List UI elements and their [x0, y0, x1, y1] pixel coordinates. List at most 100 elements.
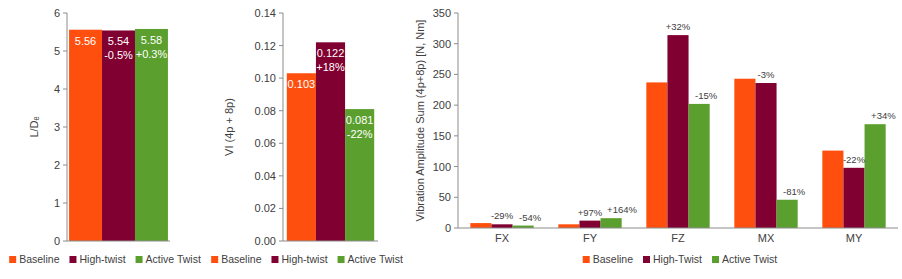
legend-label: Active Twist	[146, 253, 201, 265]
legend-swatch	[338, 256, 345, 263]
y-tick	[63, 127, 67, 128]
y-tick-label: 4	[54, 83, 60, 95]
annotation: -22%	[843, 154, 866, 165]
bar	[69, 30, 102, 241]
legend-label: Baseline	[593, 253, 633, 265]
y-axis-title: L/Dₑ	[28, 116, 40, 137]
bar	[667, 35, 688, 228]
y-tick-label: 100	[433, 161, 451, 173]
y-tick	[454, 197, 458, 198]
bars	[69, 29, 168, 241]
data-label: 5.56	[75, 35, 96, 47]
y-tick-label: 0.00	[255, 235, 276, 247]
y-tick	[279, 175, 283, 176]
annotation: +32%	[666, 21, 691, 32]
y-tick-label: 1	[54, 197, 60, 209]
y-tick	[454, 105, 458, 106]
data-label: 5.54	[108, 35, 129, 47]
bar	[689, 104, 710, 228]
bar	[287, 73, 316, 241]
bar	[646, 82, 667, 228]
bar	[734, 79, 755, 228]
y-tick	[63, 165, 67, 166]
legend-swatch	[583, 256, 590, 263]
labels: 5.56 5.54 -0.5% 5.58 +0.3%	[75, 34, 168, 62]
y-axis-title: Vibration Amplitude Sum (4p+8p) [N, Nm]	[414, 20, 426, 222]
annotation: -29%	[491, 210, 514, 221]
y-tick	[454, 13, 458, 14]
legend-swatch	[211, 256, 218, 263]
x-tick-label: MX	[758, 232, 775, 244]
y-tick-label: 250	[433, 68, 451, 80]
x-axis	[458, 228, 898, 229]
annotation: -22%	[347, 128, 373, 140]
data-label: 0.081	[346, 114, 374, 126]
annotation: +34%	[871, 110, 896, 121]
legend-swatch	[643, 256, 650, 263]
y-tick-label: 0.04	[255, 170, 276, 182]
bar	[345, 109, 374, 241]
y-axis-title: VI (4p + 8p)	[223, 98, 235, 156]
y-tick-label: 0.10	[255, 72, 276, 84]
bar	[601, 218, 622, 228]
bar	[579, 221, 600, 228]
data-label: 5.58	[141, 34, 162, 46]
y-tick	[454, 43, 458, 44]
y-axis	[458, 13, 459, 228]
y-tick-label: 0	[54, 235, 60, 247]
annotation: -54%	[519, 212, 542, 223]
panel: -29%+97%+32%-3%-22%-54%+164%-15%-81%+34%…	[414, 7, 898, 265]
annotation: -0.5%	[104, 49, 133, 61]
legend-swatch	[9, 256, 16, 263]
annotation: +0.3%	[136, 48, 168, 60]
y-axis	[283, 13, 284, 241]
x-axis	[67, 241, 170, 242]
y-tick-label: 0	[445, 222, 451, 234]
legend-label: High-Twist	[653, 253, 702, 265]
bars	[287, 42, 374, 241]
bar	[822, 151, 843, 228]
bar	[491, 224, 512, 228]
legend-label: Baseline	[221, 253, 261, 265]
y-tick-label: 5	[54, 45, 60, 57]
y-tick-label: 2	[54, 159, 60, 171]
legend-label: Baseline	[19, 253, 59, 265]
y-tick-label: 0.06	[255, 137, 276, 149]
y-tick-label: 0.14	[255, 7, 276, 19]
legend-swatch	[69, 256, 76, 263]
y-tick-label: 50	[439, 191, 451, 203]
legend-label: High-twist	[281, 253, 327, 265]
x-tick-label: FX	[495, 232, 510, 244]
y-tick	[454, 74, 458, 75]
annotation: +97%	[578, 207, 603, 218]
legend: BaselineHigh-TwistActive Twist	[583, 253, 778, 265]
bar	[135, 29, 168, 241]
annotation: -3%	[758, 69, 775, 80]
bars	[470, 35, 885, 228]
data-label: 0.122	[317, 47, 345, 59]
y-tick	[279, 208, 283, 209]
y-tick-label: 0.08	[255, 105, 276, 117]
bar	[865, 124, 886, 228]
y-tick-label: 6	[54, 7, 60, 19]
bar	[777, 200, 798, 228]
y-tick	[63, 51, 67, 52]
y-tick	[63, 13, 67, 14]
y-tick	[279, 241, 283, 242]
y-tick	[279, 78, 283, 79]
y-tick-label: 300	[433, 38, 451, 50]
y-tick-label: 350	[433, 7, 451, 19]
bar	[843, 168, 864, 228]
y-tick	[63, 203, 67, 204]
legend-swatch	[271, 256, 278, 263]
legend: BaselineHigh-twistActive Twist	[211, 253, 403, 265]
annotation: +164%	[607, 204, 637, 215]
labels: 0.1030.122+18%0.081-22%	[288, 47, 374, 140]
x-tick-label: FY	[583, 232, 598, 244]
y-tick-label: 200	[433, 99, 451, 111]
y-tick-label: 0.12	[255, 40, 276, 52]
y-tick	[279, 143, 283, 144]
data-label: 0.103	[288, 78, 316, 90]
y-tick	[279, 13, 283, 14]
bar	[558, 224, 579, 228]
